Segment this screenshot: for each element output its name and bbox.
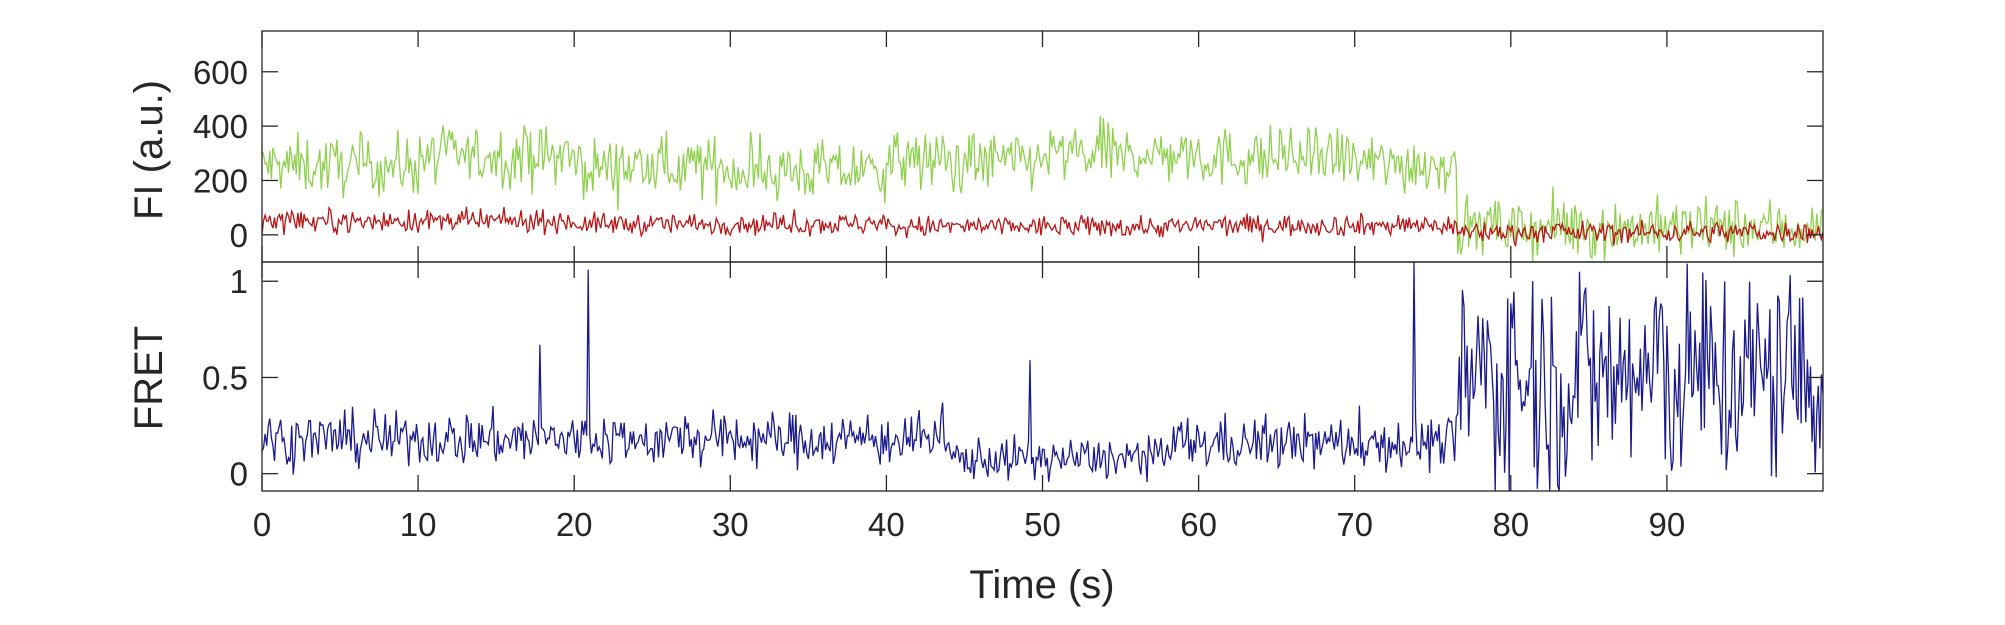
x-tick-label-8: 80 (1492, 506, 1529, 543)
x-tick-label-6: 60 (1180, 506, 1217, 543)
y-tick-label-fret-2: 1 (230, 263, 248, 300)
x-tick-label-0: 0 (253, 506, 271, 543)
y-tick-label-fret-0: 0 (230, 456, 248, 493)
x-axis-label-time: Time (s) (969, 563, 1114, 607)
series-line-acceptor (262, 205, 1823, 247)
x-tick-label-4: 40 (868, 506, 905, 543)
x-tick-label-2: 20 (556, 506, 593, 543)
y-tick-label-fi-0: 0 (230, 217, 248, 254)
x-tick-label-1: 10 (400, 506, 437, 543)
y-tick-label-fret-1: 0.5 (202, 359, 248, 396)
series-line-fret (262, 262, 1823, 491)
fret-efficiency-panel: 00.510 10 20 30 40 50 60 70 80 90 (202, 261, 1824, 543)
x-tick-label-7: 70 (1336, 506, 1373, 543)
y-tick-label-fi-3: 600 (193, 54, 248, 91)
x-tick-label-9: 90 (1649, 506, 1686, 543)
series-line-donor (262, 115, 1823, 262)
y-tick-label-fi-1: 200 (193, 162, 248, 199)
y-tick-label-fi-2: 400 (193, 108, 248, 145)
fluorescence-intensity-panel: 0 200 400 600 (193, 30, 1824, 263)
y-axis-label-fi: FI (a.u.) (127, 80, 171, 220)
x-tick-label-5: 50 (1024, 506, 1061, 543)
y-axis-label-fret: FRET (127, 326, 171, 430)
x-tick-label-3: 30 (712, 506, 749, 543)
